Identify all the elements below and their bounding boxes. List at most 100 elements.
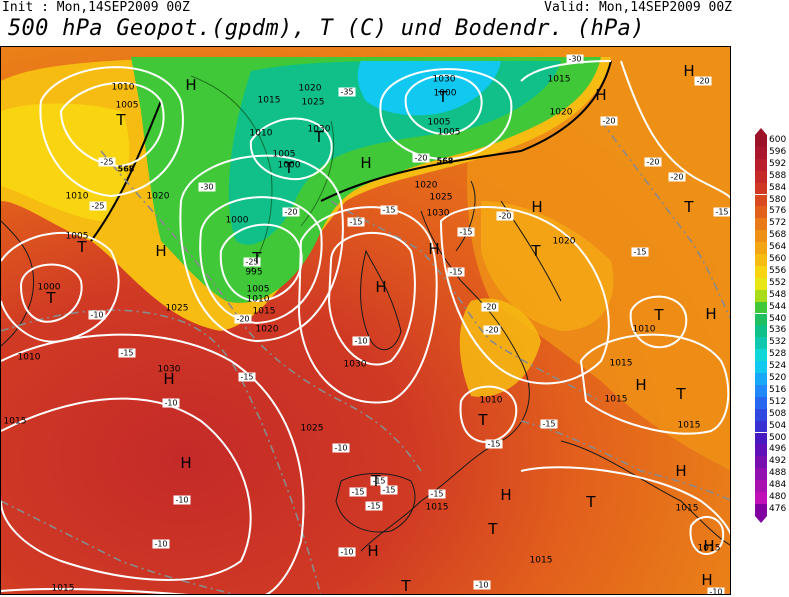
isobar-label: 1010 (66, 192, 89, 202)
isobar-label: 1005 (116, 101, 139, 111)
isobar-label: 1020 (553, 237, 576, 247)
legend-tick-label: 548 (769, 289, 787, 300)
temperature-label-bg (365, 501, 383, 511)
legend-swatch (755, 456, 767, 469)
legend-swatch (755, 158, 767, 171)
temperature-label-bg (347, 217, 365, 227)
legend-tick-label: 488 (769, 468, 787, 479)
high-pressure-marker: H (360, 154, 371, 172)
temperature-label: -10 (334, 444, 347, 453)
isobar-label: 1010 (480, 396, 503, 406)
temperature-label-bg (349, 487, 367, 497)
temperature-label-bg (707, 587, 725, 594)
temperature-contours (1, 120, 730, 594)
isobar-label: 1015 (698, 544, 721, 554)
isobar-label: 995 (245, 268, 262, 278)
legend-swatch (755, 492, 767, 504)
legend-swatch (755, 396, 767, 409)
temperature-label-bg (332, 443, 350, 453)
low-pressure-marker: T (76, 238, 87, 256)
legend-arrow-bottom (755, 515, 767, 523)
temperature-labels: -35 -30 -30 -25 -25 -25 -20 -20 -20 -20 -20 -20 -20 -… (88, 54, 730, 594)
isobar-label: 1020 (550, 108, 573, 118)
isobar-label: 1000 (434, 89, 457, 99)
isobar-label: 1000 (226, 216, 249, 226)
legend-tick-label: 528 (769, 349, 787, 360)
isobar-label: 1030 (308, 125, 331, 135)
legend-tick-label: 596 (769, 146, 787, 157)
isobar-label: 1020 (299, 84, 322, 94)
low-pressure-marker: T (370, 472, 381, 490)
coastline-iberia (335, 473, 416, 533)
legend-swatch (755, 182, 767, 195)
legend-tick-label: 476 (769, 503, 787, 514)
low-pressure-marker: T (653, 306, 664, 324)
low-pressure-marker: T (115, 111, 126, 129)
isobar-label: 1015 (678, 421, 701, 431)
legend-swatch (755, 349, 767, 362)
high-pressure-marker: H (163, 370, 174, 388)
temperature-label-bg (540, 419, 558, 429)
temperature-label-bg (566, 54, 584, 64)
high-pressure-marker: H (675, 462, 686, 480)
isobar-label: 1005 (273, 150, 296, 160)
isobar-label: 1010 (250, 129, 273, 139)
isobar-label: 1015 (258, 96, 281, 106)
legend-tick-label: 516 (769, 384, 787, 395)
isobar-label: 1025 (430, 193, 453, 203)
temperature-label-bg (473, 580, 491, 590)
legend-swatch (755, 277, 767, 290)
temperature-label-bg (173, 495, 191, 505)
low-pressure-marker: T (437, 88, 448, 106)
legend-swatch (755, 242, 767, 254)
temperature-label: -25 (245, 258, 258, 267)
isobar-label: 1030 (433, 75, 456, 85)
temperature-label: -15 (633, 248, 646, 257)
legend-swatch (755, 135, 767, 147)
isobar-label: 1015 (4, 417, 27, 427)
temperature-label-bg (338, 87, 356, 97)
isobar-label: 1005 (438, 128, 461, 138)
legend-arrow-top (755, 128, 767, 135)
low-pressure-marker: T (400, 577, 411, 595)
color-legend: 600 596 592 588 584 580 576 572 568 564 560 556 552 5… (755, 128, 789, 523)
map-canvas: 1010 1005 1010 1020 1005 1000 1000 995 1005 1010 1… (1, 47, 730, 595)
temperature-label: -10 (164, 399, 177, 408)
legend-tick-label: 588 (769, 170, 787, 181)
legend-tick-label: 560 (769, 254, 787, 264)
isobar-label: 1015 (548, 75, 571, 85)
temperature-label: -20 (485, 326, 498, 335)
temperature-label: -10 (90, 311, 103, 320)
isobar-label: 1020 (256, 325, 279, 335)
high-pressure-marker: H (180, 454, 191, 472)
low-pressure-marker: T (251, 249, 262, 267)
temperature-label: -10 (354, 337, 367, 346)
isobar-label: 1005 (428, 118, 451, 128)
legend-swatch (755, 265, 767, 278)
isobar-label: 1000 (38, 283, 61, 293)
weather-map[interactable]: 1010 1005 1010 1020 1005 1000 1000 995 1005 1010 1… (0, 46, 731, 595)
temperature-label-bg (234, 314, 252, 324)
coastline-europe (360, 210, 530, 552)
contour-568 (90, 60, 612, 242)
temperature-label-bg (370, 476, 388, 486)
legend-swatch (755, 289, 767, 302)
temperature-label: -15 (487, 440, 500, 449)
temperature-label-bg (243, 257, 261, 267)
legend-swatch (755, 170, 767, 183)
legend-tick-label: 512 (769, 396, 787, 407)
temperature-label-bg (380, 485, 398, 495)
temperature-label-bg (428, 489, 446, 499)
legend-swatch (755, 301, 767, 314)
temperature-label: -15 (367, 502, 380, 511)
legend-tick-label: 524 (769, 361, 787, 372)
temperature-label-bg (238, 372, 256, 382)
header-bar: Init : Mon,14SEP2009 00Z Valid: Mon,14SE… (0, 0, 789, 46)
temperature-label: -15 (459, 228, 472, 237)
temperature-label: -15 (240, 373, 253, 382)
isobar-label: 1025 (166, 304, 189, 314)
high-pressure-marker: H (531, 198, 542, 216)
temperature-label-bg (338, 547, 356, 557)
legend-tick-label: 504 (769, 420, 787, 431)
temperature-label-bg (152, 539, 170, 549)
